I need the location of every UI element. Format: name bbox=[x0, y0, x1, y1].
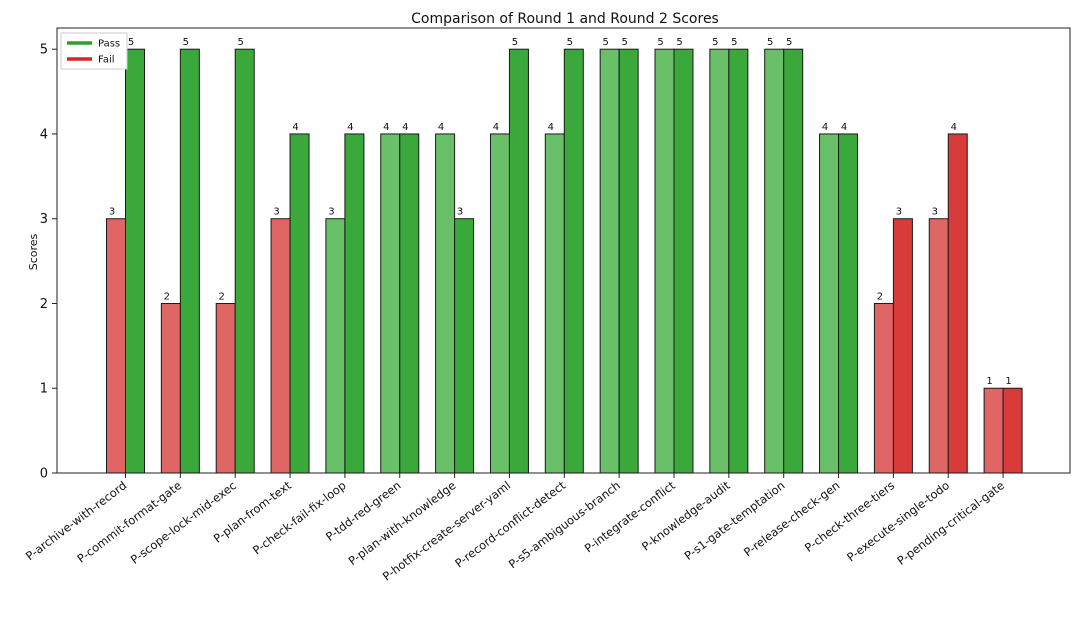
data-label-round1-7: 4 bbox=[438, 122, 444, 133]
data-label-round1-8: 4 bbox=[493, 122, 499, 133]
bar-round1-5 bbox=[325, 218, 346, 474]
y-tick-label: 1 bbox=[40, 382, 48, 397]
data-label-round2-4: 4 bbox=[292, 122, 298, 133]
data-label-round1-12: 5 bbox=[712, 37, 718, 48]
data-label-round1-9: 4 bbox=[548, 122, 554, 133]
data-label-round1-10: 5 bbox=[602, 37, 608, 48]
chart-title: Comparison of Round 1 and Round 2 Scores bbox=[411, 11, 719, 27]
bar-round1-13 bbox=[764, 48, 785, 474]
x-axis: P-archive-with-recordP-commit-format-gat… bbox=[23, 473, 1007, 584]
bar-round2-6 bbox=[399, 133, 420, 474]
data-label-round1-1: 3 bbox=[109, 207, 115, 218]
bar-round1-1 bbox=[106, 218, 126, 474]
data-label-round2-14: 4 bbox=[841, 122, 847, 133]
y-tick-label: 4 bbox=[40, 127, 48, 142]
data-label-round2-9: 5 bbox=[567, 37, 573, 48]
y-tick-label: 0 bbox=[40, 467, 48, 482]
data-label-round1-3: 2 bbox=[219, 291, 225, 302]
data-label-round1-5: 3 bbox=[328, 207, 334, 218]
data-label-round2-17: 1 bbox=[1005, 376, 1011, 387]
data-label-round2-13: 5 bbox=[786, 37, 792, 48]
bar-round2-10 bbox=[618, 48, 639, 474]
y-axis: 0 1 2 3 4 5 bbox=[40, 43, 57, 482]
x-tick-label: P-execute-single-todo bbox=[844, 478, 952, 564]
data-label-round1-16: 3 bbox=[932, 207, 938, 218]
data-label-round1-15: 2 bbox=[877, 291, 883, 302]
bar-round2-14 bbox=[838, 133, 859, 474]
y-tick-label: 5 bbox=[40, 43, 48, 58]
bar-round2-16 bbox=[947, 133, 968, 474]
y-tick-label: 3 bbox=[40, 212, 48, 227]
data-label-round2-6: 4 bbox=[402, 122, 408, 133]
data-label-round1-14: 4 bbox=[822, 122, 828, 133]
data-label-round2-2: 5 bbox=[183, 37, 189, 48]
x-tick-label: P-archive-with-record bbox=[23, 478, 129, 563]
bar-round1-6 bbox=[380, 133, 401, 474]
x-tick-label: P-s1-gate-temptation bbox=[682, 478, 788, 563]
data-label-round1-13: 5 bbox=[767, 37, 773, 48]
bar-round2-13 bbox=[783, 48, 804, 474]
x-tick-label: P-integrate-conflict bbox=[582, 478, 678, 555]
data-label-round2-12: 5 bbox=[731, 37, 737, 48]
bar-round2-4 bbox=[289, 133, 310, 474]
data-label-round1-17: 1 bbox=[986, 376, 992, 387]
bar-round1-7 bbox=[435, 133, 456, 474]
bar-round2-17 bbox=[1002, 387, 1023, 474]
bar-round1-9 bbox=[544, 133, 565, 474]
bar-round2-2 bbox=[179, 48, 200, 474]
bar-round1-11 bbox=[654, 48, 675, 474]
bar-round1-16 bbox=[928, 218, 949, 474]
bar-round2-9 bbox=[563, 48, 584, 474]
data-label-round2-3: 5 bbox=[238, 37, 244, 48]
x-tick-label: P-scope-lock-mid-exec bbox=[128, 478, 239, 567]
bar-round1-3 bbox=[215, 302, 236, 474]
bar-group bbox=[106, 48, 1023, 474]
data-label-round2-11: 5 bbox=[676, 37, 682, 48]
data-label-round2-5: 4 bbox=[347, 122, 353, 133]
data-label-round1-4: 3 bbox=[273, 207, 279, 218]
x-tick-label: P-pending-critical-gate bbox=[894, 478, 1007, 568]
data-label-round2-1: 5 bbox=[128, 37, 134, 48]
legend-label-pass: Pass bbox=[98, 39, 120, 50]
bar-round2-5 bbox=[344, 133, 365, 474]
x-tick-label: P-commit-format-gate bbox=[74, 478, 184, 566]
bar-round1-14 bbox=[819, 133, 840, 474]
data-labels: 3 5 2 5 2 5 3 4 3 4 4 4 4 3 4 5 4 5 5 5 5 5 5 5 5 5 4 4 2 3 3 4 1 1 bbox=[109, 37, 1012, 387]
bar-round1-17 bbox=[983, 387, 1004, 474]
data-label-round2-8: 5 bbox=[512, 37, 518, 48]
bar-round1-15 bbox=[873, 302, 894, 474]
bar-round2-1 bbox=[125, 48, 145, 474]
data-label-round1-6: 4 bbox=[383, 122, 389, 133]
bar-round2-8 bbox=[508, 48, 529, 474]
bar-round1-10 bbox=[599, 48, 620, 474]
legend-box bbox=[60, 32, 128, 70]
y-tick-label: 2 bbox=[40, 297, 48, 312]
bar-round1-8 bbox=[489, 133, 510, 474]
legend-label-fail: Fail bbox=[98, 55, 115, 66]
legend: Pass Fail bbox=[60, 32, 128, 70]
bar-round1-4 bbox=[270, 218, 291, 474]
data-label-round2-10: 5 bbox=[621, 37, 627, 48]
bar-round2-7 bbox=[454, 218, 475, 474]
y-axis-label: Scores bbox=[27, 233, 40, 270]
data-label-round2-16: 4 bbox=[951, 122, 957, 133]
data-label-round2-15: 3 bbox=[896, 207, 902, 218]
x-tick-label: P-check-three-tiers bbox=[802, 478, 897, 555]
bar-round2-12 bbox=[728, 48, 749, 474]
bar-round2-3 bbox=[234, 48, 255, 474]
x-tick-label: P-check-fail-fix-loop bbox=[250, 478, 349, 557]
bar-round2-15 bbox=[892, 218, 913, 474]
data-label-round1-2: 2 bbox=[164, 291, 170, 302]
bar-round1-12 bbox=[709, 48, 730, 474]
bar-round2-11 bbox=[673, 48, 694, 474]
data-label-round1-11: 5 bbox=[657, 37, 663, 48]
x-tick-label: P-release-check-gen bbox=[741, 478, 842, 559]
data-label-round2-7: 3 bbox=[457, 207, 463, 218]
bar-round1-2 bbox=[160, 302, 181, 474]
